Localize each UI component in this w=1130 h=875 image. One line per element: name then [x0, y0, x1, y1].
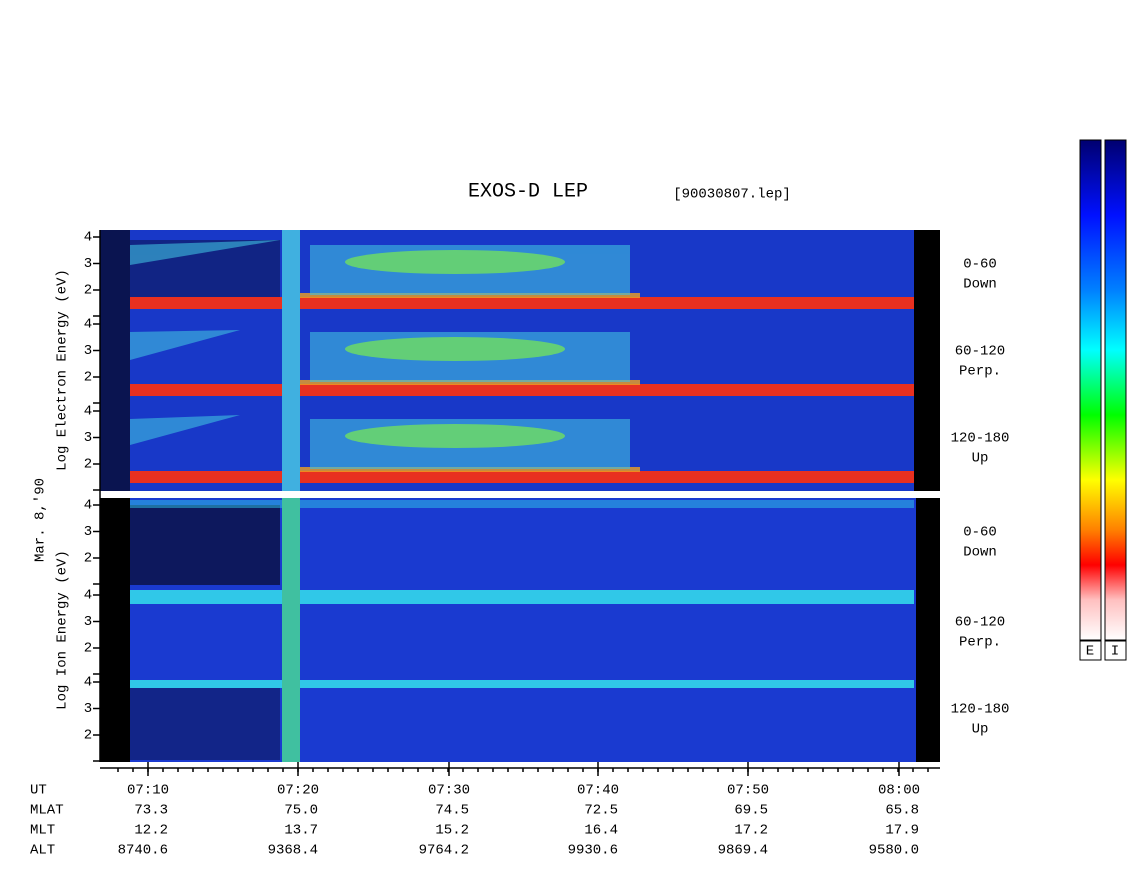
y-tick-label: 3: [84, 343, 92, 359]
orbit-value: 17.2: [734, 823, 768, 839]
date: Mar. 8,'90: [33, 478, 49, 562]
angle-label: 0-60: [963, 257, 997, 273]
y-tick-label: 2: [84, 551, 92, 567]
colorbar-box: [1104, 640, 1127, 661]
orbit-value: 9869.4: [718, 843, 768, 859]
x-tick-label: 07:20: [277, 783, 319, 799]
angle-label: 60-120: [955, 615, 1005, 631]
y-tick-label: 2: [84, 370, 92, 386]
x-tick-label: 07:40: [577, 783, 619, 799]
colorbar-label: I: [1111, 644, 1119, 660]
orbit-value: 73.3: [134, 803, 168, 819]
angle-label: 0-60: [963, 525, 997, 541]
y-tick-label: 3: [84, 430, 92, 446]
orbit-value: 16.4: [584, 823, 618, 839]
y-tick-label: 4: [84, 404, 92, 420]
colorbar-label: E: [1086, 644, 1094, 660]
y-tick-label: 3: [84, 701, 92, 717]
direction-label: Up: [972, 451, 989, 467]
y-tick-label: 4: [84, 675, 92, 691]
orbit-value: 72.5: [584, 803, 618, 819]
y-tick-label: 4: [84, 317, 92, 333]
spectrogram-ion: [100, 498, 940, 762]
direction-label: Perp.: [959, 635, 1001, 651]
orbit-value: 74.5: [435, 803, 469, 819]
y-tick-label: 2: [84, 728, 92, 744]
orbit-value: 13.7: [284, 823, 318, 839]
orbit-value: 65.8: [885, 803, 919, 819]
x-tick-label: 07:10: [127, 783, 169, 799]
y-tick-label: 4: [84, 230, 92, 246]
x-tick-label: 07:50: [727, 783, 769, 799]
row-label: UT: [30, 783, 47, 799]
angle-label: 60-120: [955, 344, 1005, 360]
ion-axis-label: Log Ion Energy (eV): [55, 550, 71, 710]
row-label: MLT: [30, 823, 55, 839]
orbit-value: 69.5: [734, 803, 768, 819]
y-tick-label: 3: [84, 524, 92, 540]
electron-axis-label: Log Electron Energy (eV): [55, 269, 71, 471]
orbit-value: 8740.6: [118, 843, 168, 859]
orbit-value: 17.9: [885, 823, 919, 839]
y-tick-label: 3: [84, 614, 92, 630]
y-tick-label: 2: [84, 457, 92, 473]
direction-label: Down: [963, 277, 997, 293]
direction-label: Perp.: [959, 364, 1001, 380]
file-name: [90030807.lep]: [673, 187, 791, 203]
orbit-value: 15.2: [435, 823, 469, 839]
direction-label: Down: [963, 545, 997, 561]
y-tick-label: 3: [84, 256, 92, 272]
colorbar-box: [1079, 640, 1102, 661]
orbit-value: 9580.0: [869, 843, 919, 859]
orbit-value: 9930.6: [568, 843, 618, 859]
y-tick-label: 2: [84, 283, 92, 299]
y-tick-label: 2: [84, 641, 92, 657]
x-tick-label: 07:30: [428, 783, 470, 799]
orbit-value: 75.0: [284, 803, 318, 819]
y-tick-label: 4: [84, 498, 92, 514]
y-tick-label: 4: [84, 588, 92, 604]
angle-label: 120-180: [951, 431, 1010, 447]
colorbar: [1104, 139, 1127, 641]
orbit-value: 9368.4: [268, 843, 318, 859]
angle-label: 120-180: [951, 702, 1010, 718]
orbit-value: 12.2: [134, 823, 168, 839]
x-tick-label: 08:00: [878, 783, 920, 799]
direction-label: Up: [972, 722, 989, 738]
spectrogram-electron: [100, 230, 940, 491]
row-label: MLAT: [30, 803, 64, 819]
title: EXOS-D LEP: [468, 180, 588, 203]
row-label: ALT: [30, 843, 55, 859]
orbit-value: 9764.2: [419, 843, 469, 859]
colorbar: [1079, 139, 1102, 641]
